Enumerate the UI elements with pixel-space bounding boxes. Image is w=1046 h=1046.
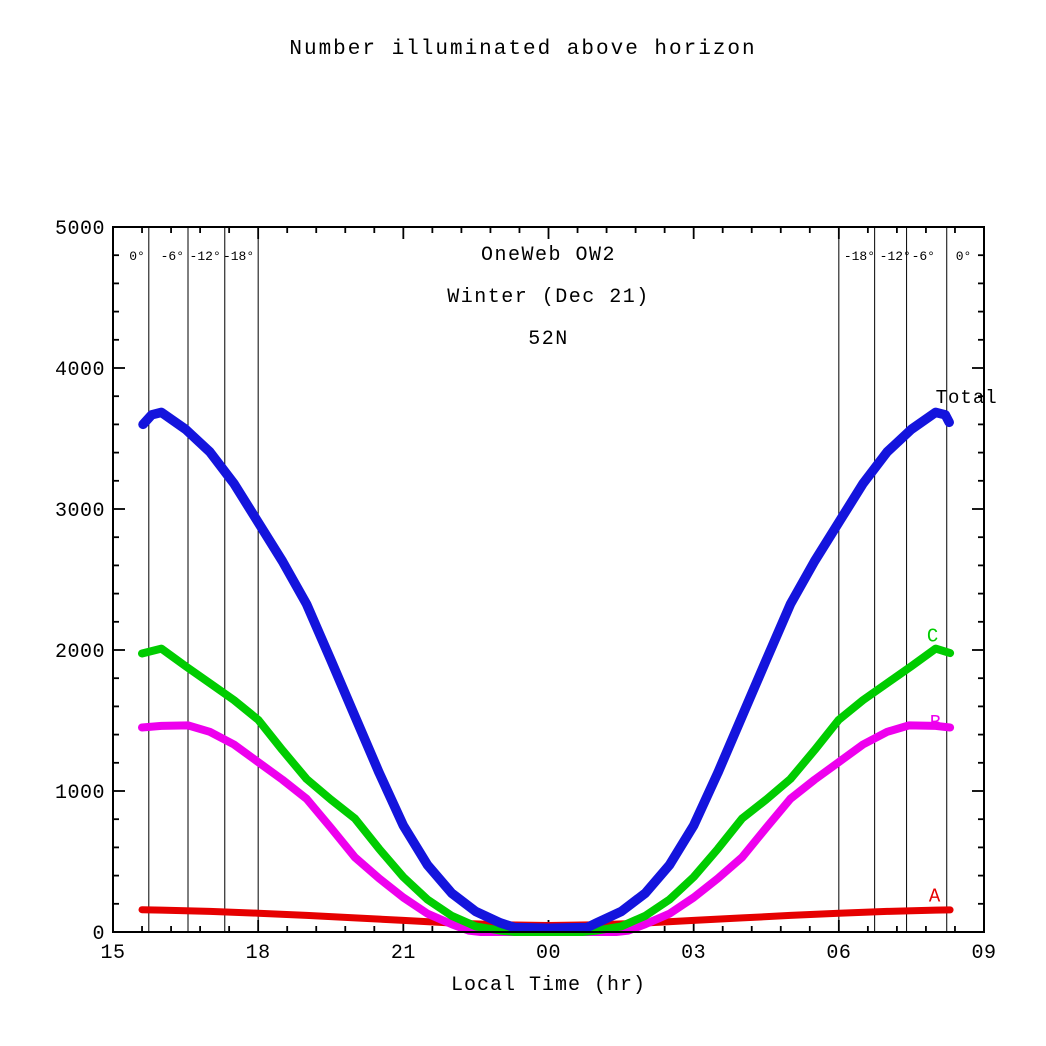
twilight-label: -12° (880, 249, 911, 264)
x-tick-label: 03 (681, 942, 706, 965)
x-tick-label: 00 (536, 942, 561, 965)
y-tick-label: 0 (92, 923, 105, 946)
x-tick-label: 09 (971, 942, 996, 965)
series-label-c: C (927, 625, 939, 647)
twilight-label: 0° (129, 249, 145, 264)
twilight-label: -18° (844, 249, 875, 264)
series-total (138, 407, 954, 933)
series-b (138, 721, 955, 936)
annotation-satellite: OneWeb OW2 (480, 244, 617, 267)
y-tick-label: 3000 (55, 500, 105, 523)
y-tick-label: 4000 (55, 359, 105, 382)
twilight-label: 0° (956, 249, 972, 264)
series-label-total: Total (936, 387, 998, 409)
x-axis-title: Local Time (hr) (450, 974, 647, 997)
y-tick-label: 1000 (55, 782, 105, 805)
y-tick-label: 2000 (55, 641, 105, 664)
plot-frame (112, 226, 985, 933)
series-a (138, 906, 954, 929)
series-c (138, 644, 955, 936)
twilight-label: -18° (223, 249, 254, 264)
x-tick-label: 15 (100, 942, 125, 965)
twilight-label: -12° (190, 249, 221, 264)
twilight-label: -6° (161, 249, 184, 264)
series-label-b: B (930, 712, 942, 734)
chart-title: Number illuminated above horizon (289, 38, 757, 61)
x-tick-label: 18 (246, 942, 271, 965)
x-tick-label: 06 (826, 942, 851, 965)
annotation-latitude: 52N (528, 328, 569, 351)
annotation-season: Winter (Dec 21) (447, 286, 650, 309)
series-label-a: A (929, 886, 941, 908)
y-tick-label: 5000 (55, 218, 105, 241)
x-tick-label: 21 (391, 942, 416, 965)
twilight-label: -6° (912, 249, 935, 264)
